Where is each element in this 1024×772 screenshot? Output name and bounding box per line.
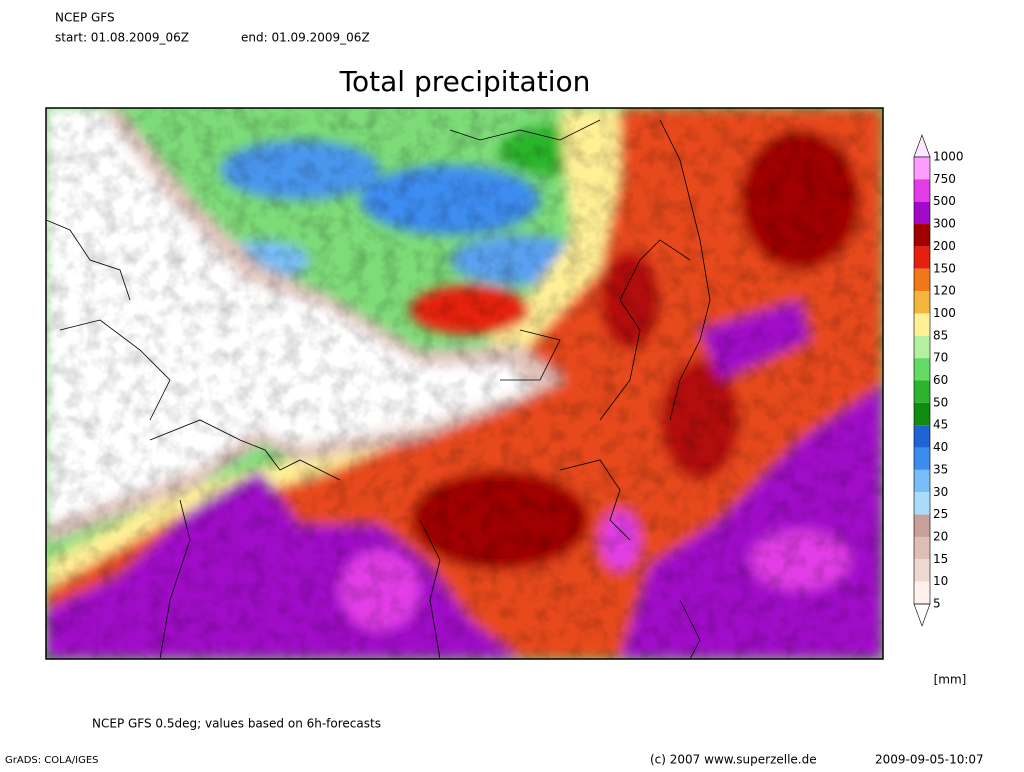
legend-unit: [mm]	[934, 673, 967, 687]
legend-swatch	[914, 246, 930, 269]
legend-swatch	[914, 536, 930, 560]
legend-label: 200	[933, 239, 956, 253]
legend-label: 1000	[933, 150, 964, 164]
legend-label: 50	[933, 395, 948, 409]
legend-swatch	[914, 559, 930, 582]
legend-label: 70	[933, 351, 948, 365]
legend-swatch	[914, 514, 930, 537]
legend-swatch	[914, 157, 930, 180]
legend-label: 5	[933, 597, 941, 611]
legend-swatch	[914, 268, 930, 292]
legend-label: 500	[933, 194, 956, 208]
legend-swatch	[914, 425, 930, 448]
legend-swatch	[914, 581, 930, 604]
legend-label: 150	[933, 261, 956, 275]
header-model: NCEP GFS	[55, 11, 115, 25]
legend-label: 40	[933, 440, 948, 454]
legend-swatch	[914, 224, 930, 247]
map-frame	[45, 107, 884, 660]
precipitation-map	[46, 108, 883, 659]
footer-copyright: (c) 2007 www.superzelle.de	[650, 753, 817, 767]
legend-label: 120	[933, 284, 956, 298]
footer-note: NCEP GFS 0.5deg; values based on 6h-fore…	[92, 717, 381, 731]
legend-label: 35	[933, 462, 948, 476]
footer-software: GrADS: COLA/IGES	[5, 755, 99, 766]
legend-frame	[913, 156, 931, 605]
legend-swatch	[914, 380, 930, 403]
map-title: Total precipitation	[339, 65, 591, 98]
colorbar: 1000 750 500 300 200 150 120 100 85 70 60 50 45 40 35 3…	[913, 134, 964, 627]
legend-swatch	[913, 134, 931, 158]
legend-swatch	[913, 603, 931, 627]
legend-label: 20	[933, 529, 948, 543]
legend-label: 85	[933, 328, 948, 342]
legend-swatch	[914, 492, 930, 515]
legend-swatch	[914, 313, 930, 336]
legend-label: 15	[933, 552, 948, 566]
legend-label: 300	[933, 217, 956, 231]
header-start: start: 01.08.2009_06Z	[55, 31, 189, 45]
legend-label: 25	[933, 507, 948, 521]
legend-label: 10	[933, 574, 948, 588]
legend-swatch	[914, 201, 930, 225]
legend-swatch	[914, 179, 930, 202]
legend-swatch	[914, 402, 930, 426]
legend-swatch	[914, 335, 930, 359]
legend-label: 30	[933, 485, 948, 499]
legend-label: 100	[933, 306, 956, 320]
legend-label: 45	[933, 418, 948, 432]
legend-swatch	[914, 469, 930, 493]
legend-label: 750	[933, 172, 956, 186]
legend-swatch	[914, 447, 930, 470]
footer-timestamp: 2009-09-05-10:07	[875, 753, 984, 767]
legend-label: 60	[933, 373, 948, 387]
legend-swatch	[914, 358, 930, 381]
header-end: end: 01.09.2009_06Z	[241, 31, 370, 45]
legend-swatch	[914, 291, 930, 314]
